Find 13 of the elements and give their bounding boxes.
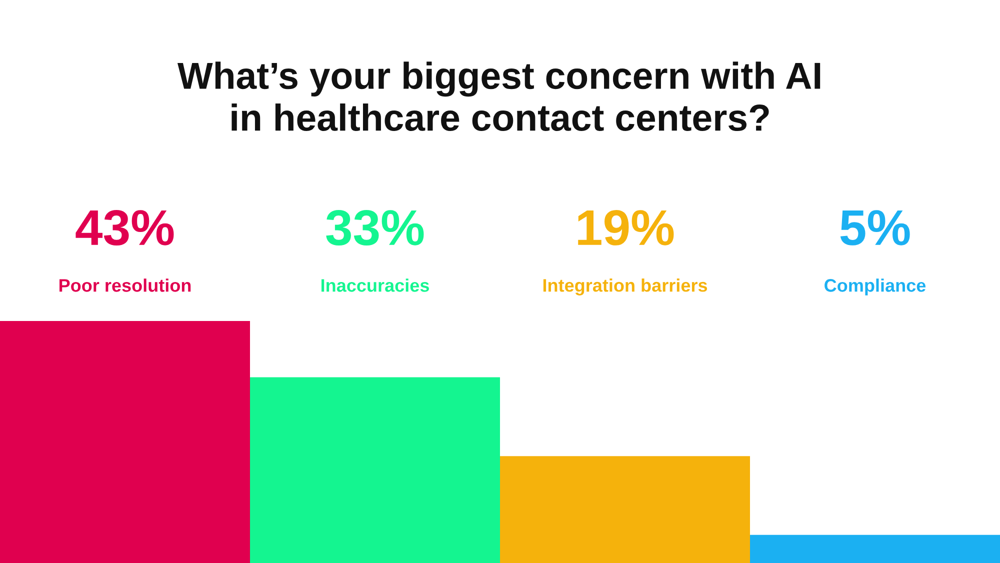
x-tick-label: Inaccuracies (322, 278, 429, 292)
bar (0, 321, 250, 563)
bar (500, 456, 750, 563)
bar (750, 534, 1000, 563)
chart-title: What’s your biggest concern with AI in healthcare contact centers? (177, 62, 820, 132)
x-tick-label: Compliance (824, 278, 926, 296)
data-label: 19% (578, 210, 674, 246)
x-tick-label: Poor resolution (60, 278, 191, 292)
bar (250, 377, 500, 563)
x-tick-label: Integration barriers (543, 278, 708, 296)
data-label: 5% (840, 210, 910, 246)
data-label: 43% (76, 210, 174, 246)
data-label: 33% (326, 210, 424, 246)
